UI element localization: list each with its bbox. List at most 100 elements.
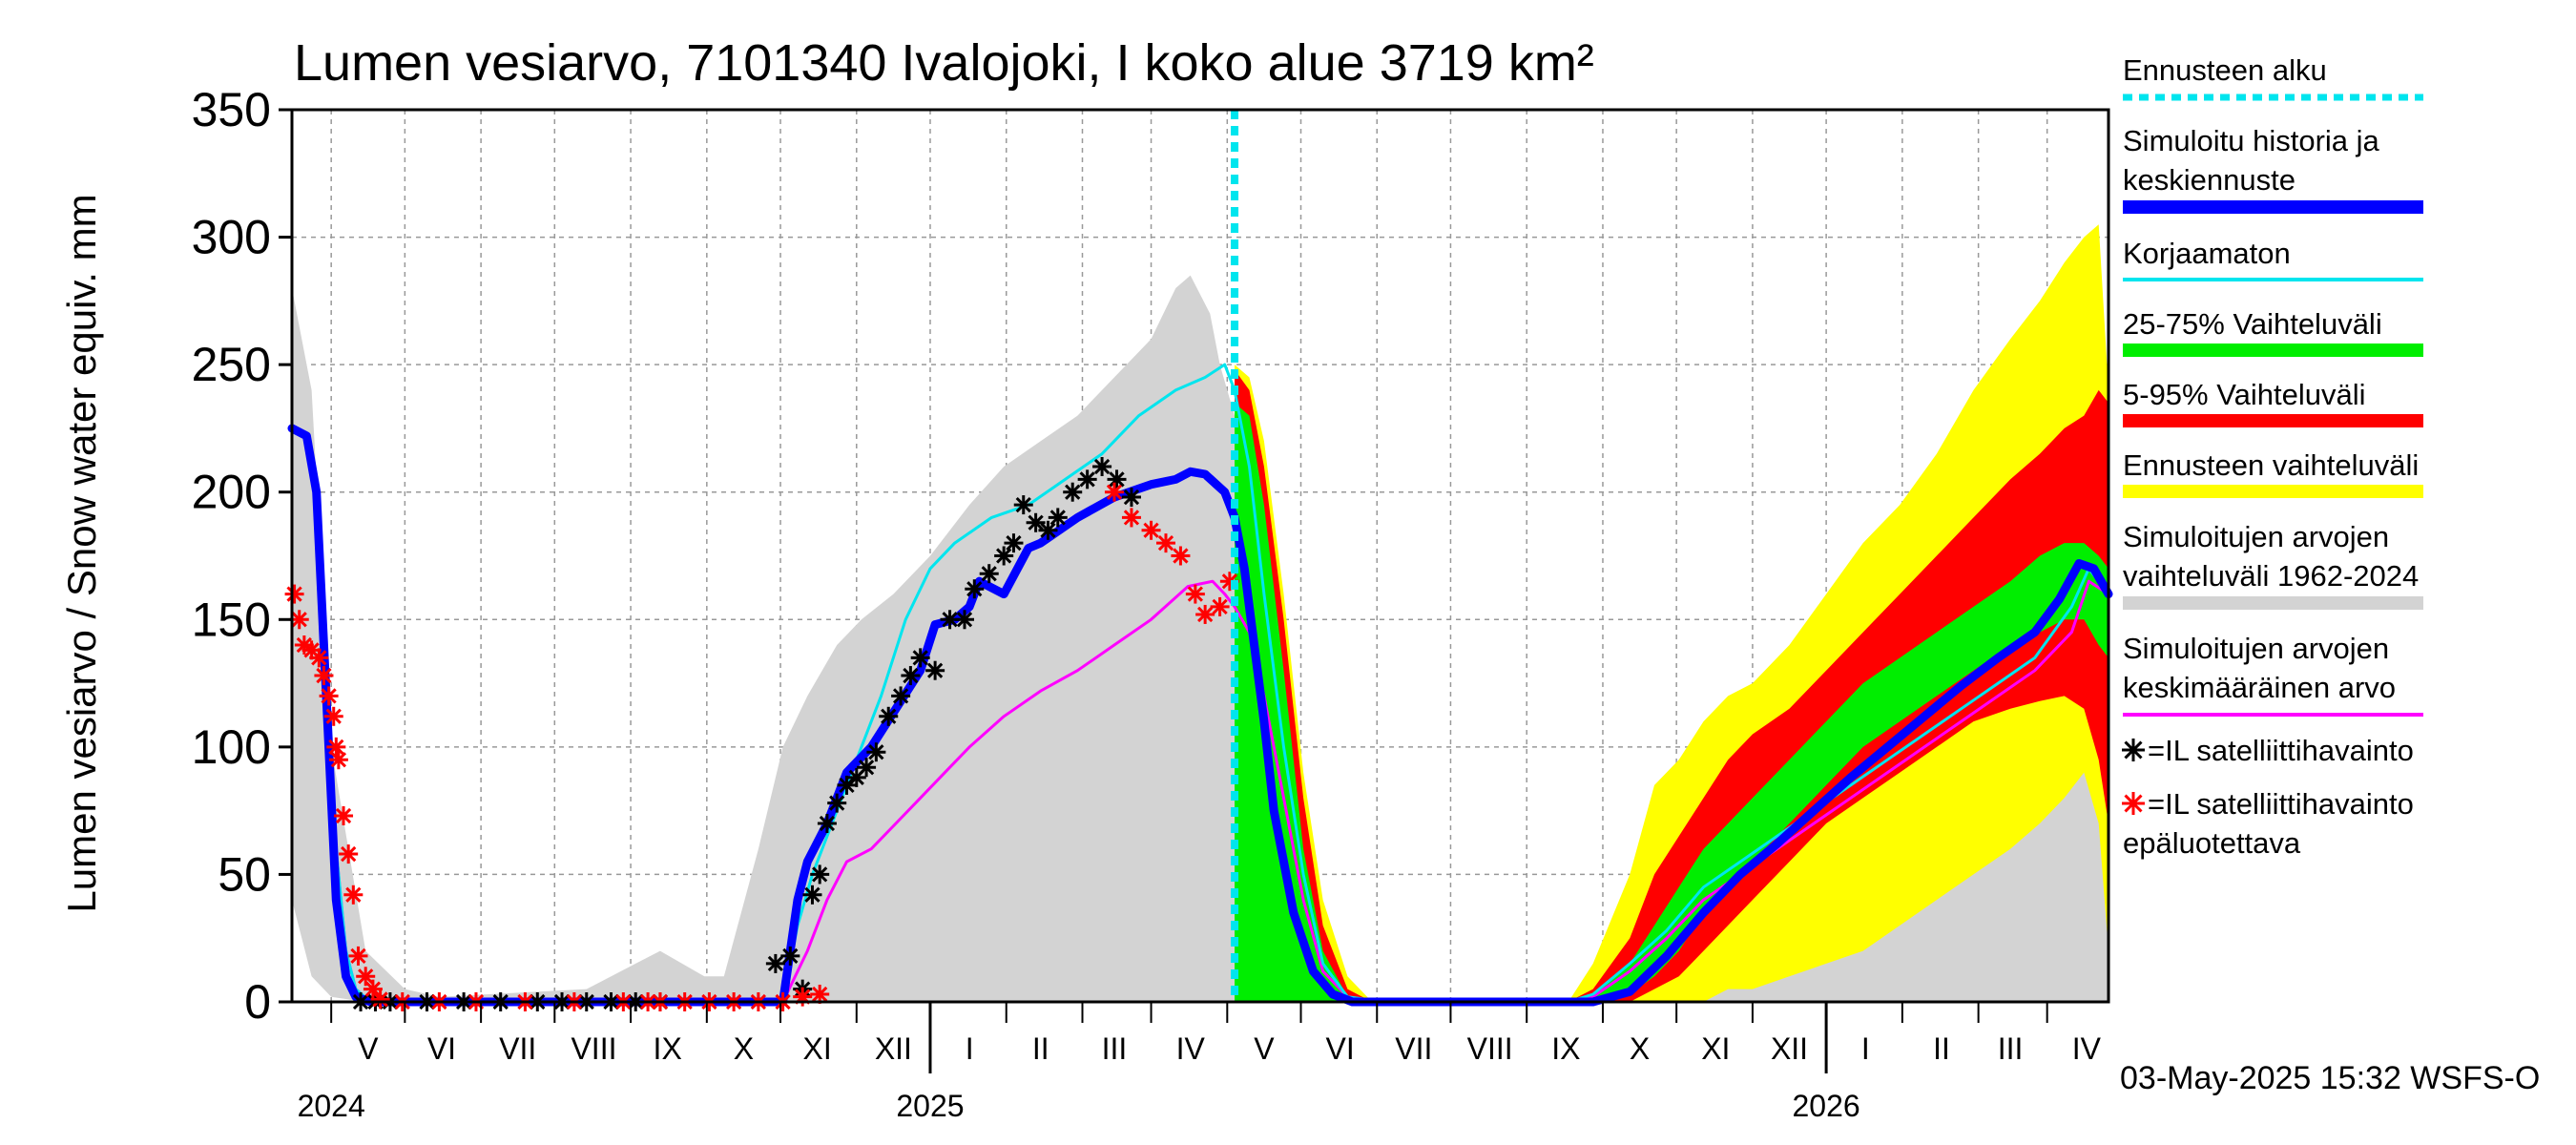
- satellite-point-unreliable: [1121, 508, 1141, 528]
- month-label: III: [1102, 1031, 1128, 1066]
- satellite-point: [879, 706, 899, 726]
- legend-ennusteen-vaihteluv-li-label: Ennusteen vaihteluväli: [2123, 448, 2419, 482]
- satellite-point-unreliable: [1104, 482, 1124, 502]
- satellite-point: [1013, 495, 1033, 515]
- legend-simuloitujen-arvojen-keskim-r-inen-arvo-label: keskimääräinen arvo: [2123, 671, 2396, 704]
- month-label: II: [1933, 1031, 1950, 1066]
- month-label: XII: [1771, 1031, 1808, 1066]
- range-bands: [292, 224, 2109, 1003]
- satellite-point-unreliable: [363, 979, 383, 999]
- month-label: X: [734, 1031, 754, 1066]
- legend: Ennusteen alku Simuloitu historia ja keski…: [2122, 53, 2423, 860]
- satellite-point-unreliable: [793, 987, 813, 1007]
- month-label: XII: [875, 1031, 912, 1066]
- month-label: IV: [1176, 1031, 1206, 1066]
- satellite-point-unreliable: [370, 989, 390, 1010]
- month-label: II: [1032, 1031, 1049, 1066]
- month-label: V: [358, 1031, 379, 1066]
- satellite-point: [857, 758, 877, 778]
- band-simuloitujen-arvojen-vaihteluv-li-1962-2024: [292, 275, 2109, 1003]
- month-label: XI: [802, 1031, 831, 1066]
- month-label: V: [1254, 1031, 1275, 1066]
- month-label: VIII: [1467, 1031, 1513, 1066]
- satellite-point: [925, 660, 945, 680]
- legend-simuloitujen-arvojen-vaihteluv-li-1962-2024-label: Simuloitujen arvojen: [2123, 520, 2389, 553]
- satellite-point-unreliable: [1210, 596, 1230, 616]
- month-label: IX: [654, 1031, 682, 1066]
- legend-5-95-vaihteluv-li-label: 5-95% Vaihteluväli: [2123, 378, 2365, 411]
- y-tick-label: 100: [192, 720, 271, 774]
- chart-title: Lumen vesiarvo, 7101340 Ivalojoki, I kok…: [294, 34, 1594, 92]
- month-label: VIII: [571, 1031, 616, 1066]
- satellite-point: [910, 648, 930, 668]
- legend--il-satelliittihavainto-swatch: [2122, 739, 2145, 761]
- satellite-point-unreliable: [1155, 533, 1175, 553]
- satellite-point-unreliable: [1141, 520, 1161, 540]
- legend-simuloitu-historia-ja-keskiennuste-label: Simuloitu historia ja: [2123, 124, 2380, 157]
- satellite-point-unreliable: [328, 750, 348, 770]
- satellite-point: [765, 953, 785, 973]
- legend-korjaamaton-label: Korjaamaton: [2123, 237, 2291, 270]
- legend-simuloitujen-arvojen-vaihteluv-li-1962-2024-label: vaihteluväli 1962-2024: [2123, 559, 2419, 593]
- month-label: VI: [1326, 1031, 1355, 1066]
- y-tick-label: 150: [192, 593, 271, 646]
- satellite-point-unreliable: [1171, 546, 1191, 566]
- satellite-point: [817, 814, 837, 833]
- satellite-point: [994, 546, 1014, 566]
- satellite-point-unreliable: [323, 706, 343, 726]
- satellite-point: [837, 775, 857, 795]
- month-label: XI: [1701, 1031, 1730, 1066]
- satellite-point: [1107, 469, 1127, 489]
- satellite-point-unreliable: [314, 666, 334, 686]
- y-tick-label: 300: [192, 211, 271, 264]
- satellite-point-unreliable: [284, 584, 304, 604]
- month-label: X: [1630, 1031, 1650, 1066]
- y-tick-label: 350: [192, 83, 271, 136]
- satellite-point-unreliable: [309, 648, 329, 668]
- plot-frame: [290, 108, 2110, 1004]
- satellite-point-unreliable: [339, 844, 359, 864]
- satellite-point-unreliable: [343, 885, 364, 905]
- year-label: 2025: [896, 1089, 964, 1123]
- satellite-point-unreliable: [1195, 604, 1215, 624]
- legend-simuloitujen-arvojen-keskim-r-inen-arvo-label: Simuloitujen arvojen: [2123, 632, 2389, 665]
- satellite-point-unreliable: [334, 805, 354, 825]
- month-label: VII: [499, 1031, 536, 1066]
- satellite-point: [1038, 520, 1058, 540]
- month-label: VI: [427, 1031, 456, 1066]
- satellite-point: [1121, 488, 1141, 508]
- legend-simuloitu-historia-ja-keskiennuste-label: keskiennuste: [2123, 163, 2296, 197]
- year-label: 2024: [298, 1089, 365, 1123]
- satellite-point-unreliable: [319, 686, 339, 706]
- satellite-point: [1092, 457, 1112, 476]
- satellite-point: [866, 742, 886, 762]
- legend--il-satelliittihavainto-ep-luotettava-label: =IL satelliittihavainto: [2148, 787, 2414, 821]
- satellite-point-unreliable: [356, 967, 376, 987]
- satellite-point-unreliable: [810, 984, 830, 1004]
- legend-25-75-vaihteluv-li-label: 25-75% Vaihteluväli: [2123, 307, 2382, 341]
- y-tick-label: 50: [218, 847, 271, 901]
- satellite-point: [780, 946, 800, 966]
- satellite-point: [940, 610, 960, 630]
- y-tick-label: 0: [244, 975, 271, 1029]
- satellite-point: [810, 864, 830, 885]
- year-label: 2026: [1793, 1089, 1860, 1123]
- satellite-point: [827, 793, 847, 813]
- satellite-point: [802, 885, 822, 905]
- satellite-point: [1048, 508, 1068, 528]
- legend--il-satelliittihavainto-ep-luotettava-label-2: epäluotettava: [2123, 826, 2301, 860]
- satellite-point-unreliable: [326, 737, 346, 757]
- satellite-point-unreliable: [1185, 584, 1205, 604]
- satellite-point: [1077, 469, 1097, 489]
- month-label: III: [1998, 1031, 2024, 1066]
- y-tick-label: 250: [192, 338, 271, 391]
- satellite-point: [965, 579, 985, 599]
- satellite-point: [979, 564, 999, 584]
- month-label: IV: [2072, 1031, 2102, 1066]
- month-label: I: [1861, 1031, 1870, 1066]
- y-tick-label: 200: [192, 466, 271, 519]
- satellite-point-unreliable: [348, 946, 368, 966]
- legend--il-satelliittihavainto-ep-luotettava-swatch: [2122, 792, 2145, 815]
